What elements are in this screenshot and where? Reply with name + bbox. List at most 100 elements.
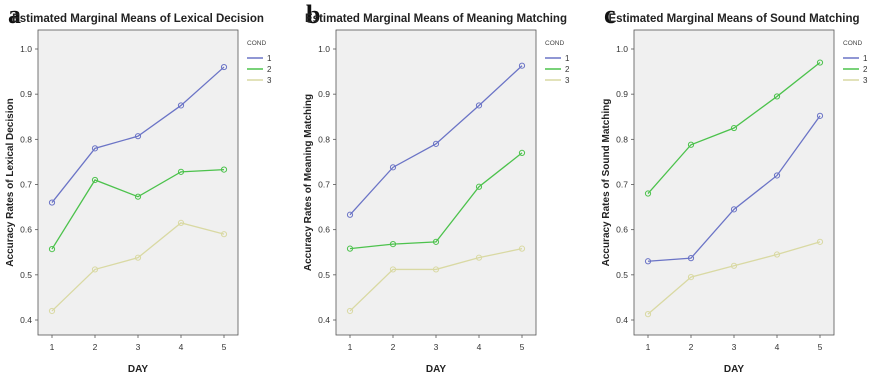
x-tick-label: 5 [222, 342, 227, 352]
legend-entry: 1 [863, 54, 868, 63]
x-tick-label: 2 [93, 342, 98, 352]
legend-entry: 2 [267, 65, 272, 74]
data-point [773, 93, 781, 100]
data-point [687, 273, 695, 281]
data-point [220, 231, 228, 238]
series-line-2 [349, 152, 523, 250]
data-point [432, 266, 440, 273]
chart-meaning-matching: Estimated Marginal Means of Meaning Matc… [303, 13, 570, 375]
data-point [91, 145, 99, 152]
y-tick-label: 0.4 [20, 315, 32, 325]
y-tick-label: 1.0 [20, 44, 32, 54]
y-tick-label: 0.5 [20, 270, 32, 280]
x-axis-label: DAY [128, 364, 149, 375]
plot-area [37, 29, 239, 336]
data-point [48, 307, 56, 315]
data-point [346, 245, 354, 252]
panel-letter: a [8, 0, 21, 29]
chart-sound-matching: Estimated Marginal Means of Sound Matchi… [601, 13, 868, 375]
x-tick-label: 5 [520, 342, 525, 352]
data-point [389, 241, 397, 248]
data-point [220, 166, 228, 173]
y-tick-label: 0.9 [20, 89, 32, 99]
data-point [346, 307, 354, 315]
panel-letter: b [306, 0, 321, 29]
x-tick-label: 2 [391, 342, 396, 352]
data-point [773, 251, 781, 258]
data-point [134, 193, 142, 200]
x-tick-label: 4 [179, 342, 184, 352]
chart-title: Estimated Marginal Means of Sound Matchi… [608, 13, 859, 25]
series-line-1 [349, 65, 523, 216]
data-point [91, 176, 99, 184]
data-point [475, 102, 483, 109]
y-tick-label: 0.7 [20, 180, 32, 190]
data-point [475, 254, 483, 261]
y-axis-label: Accuracy Rates of Sound Matching [601, 99, 612, 267]
data-point [816, 59, 824, 66]
series-line-2 [51, 168, 225, 250]
plot-area [335, 29, 537, 336]
data-point [177, 168, 185, 175]
y-tick-label: 0.7 [318, 180, 330, 190]
data-point [687, 255, 695, 262]
series-line-3 [647, 241, 821, 315]
chart-lexical-decision: Estimated Marginal Means of Lexical Deci… [5, 13, 272, 375]
data-point [220, 63, 228, 71]
y-tick-label: 0.7 [616, 180, 628, 190]
data-point [389, 266, 397, 273]
y-axis-label: Accuracy Rates of Meaning Matching [303, 94, 314, 271]
y-tick-label: 0.8 [616, 134, 628, 144]
panel-letter: c [604, 0, 616, 29]
data-point [816, 112, 824, 119]
data-point [177, 219, 185, 226]
y-tick-label: 0.4 [616, 315, 628, 325]
x-tick-label: 2 [689, 342, 694, 352]
data-point [518, 149, 526, 156]
y-tick-label: 0.8 [20, 134, 32, 144]
legend-entry: 3 [565, 76, 570, 85]
data-point [687, 141, 695, 148]
y-tick-label: 0.4 [318, 315, 330, 325]
chart-title: Estimated Marginal Means of Meaning Matc… [305, 13, 567, 25]
plot-area [633, 29, 835, 336]
data-point [730, 206, 738, 213]
series-line-1 [647, 115, 821, 262]
data-point [773, 172, 781, 179]
y-tick-label: 0.5 [616, 270, 628, 280]
legend-entry: 3 [267, 76, 272, 85]
y-axis-label: Accuracy Rates of Lexical Decision [5, 98, 16, 266]
data-point [134, 254, 142, 261]
x-tick-label: 1 [50, 342, 55, 352]
x-tick-label: 1 [646, 342, 651, 352]
y-tick-label: 0.6 [20, 225, 32, 235]
data-point [346, 211, 354, 218]
y-tick-label: 1.0 [318, 44, 330, 54]
data-point [432, 238, 440, 245]
legend-title: COND [843, 40, 862, 47]
x-tick-label: 3 [732, 342, 737, 352]
legend-title: COND [247, 40, 266, 47]
y-tick-label: 1.0 [616, 44, 628, 54]
data-point [730, 124, 738, 132]
data-point [644, 190, 652, 197]
data-point [389, 164, 397, 171]
data-point [432, 140, 440, 147]
data-point [816, 238, 824, 245]
legend-entry: 2 [565, 65, 570, 74]
y-tick-label: 0.6 [318, 225, 330, 235]
chart-panel-c: c Estimated Marginal Means of Sound Matc… [596, 0, 894, 376]
legend-entry: 3 [863, 76, 868, 85]
data-point [48, 199, 56, 206]
series-line-3 [51, 222, 225, 312]
x-axis-label: DAY [724, 364, 745, 375]
series-line-3 [349, 248, 523, 312]
y-tick-label: 0.5 [318, 270, 330, 280]
chart-panel-b: b Estimated Marginal Means of Meaning Ma… [298, 0, 596, 376]
legend-entry: 2 [863, 65, 868, 74]
chart-title: Estimated Marginal Means of Lexical Deci… [12, 13, 264, 25]
series-line-1 [51, 66, 225, 203]
legend-entry: 1 [267, 54, 272, 63]
x-tick-label: 1 [348, 342, 353, 352]
data-point [518, 245, 526, 252]
